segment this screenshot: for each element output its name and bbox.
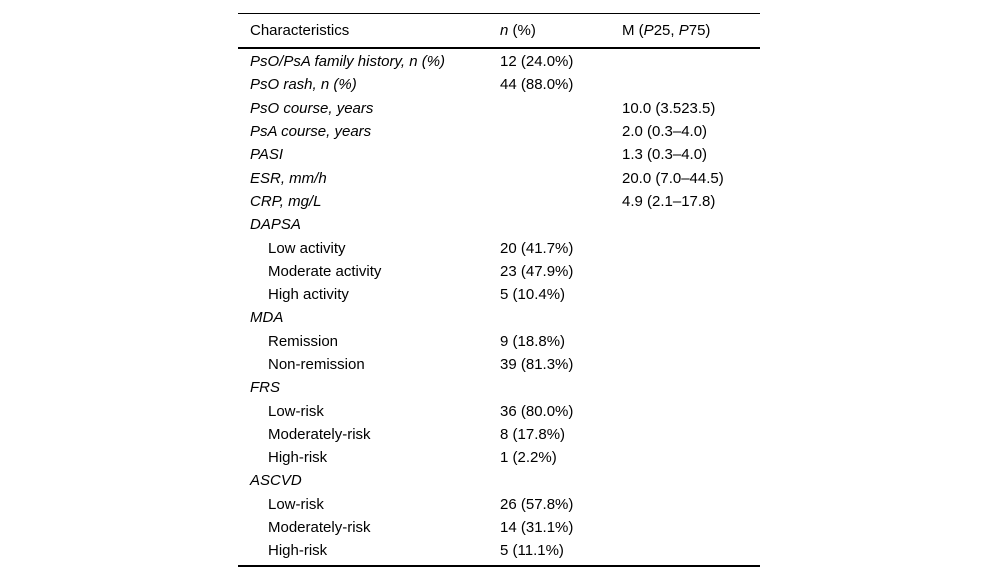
row-label: PsA course, years bbox=[250, 123, 372, 141]
header-text-segment: (%) bbox=[508, 22, 536, 39]
table-row: CRP, mg/L 4.9 (2.1–17.8) bbox=[238, 190, 760, 213]
header-text-segment: Characteristics bbox=[250, 22, 350, 39]
row-label: PsO/PsA family history, n (%) bbox=[250, 53, 446, 71]
n-percent-value: 12 (24.0%) bbox=[500, 53, 574, 71]
header-text-segment: 75) bbox=[688, 22, 711, 39]
characteristics-table: Characteristics n (%) M (P25, P75) PsO/P… bbox=[238, 13, 760, 567]
n-percent-value: 23 (47.9%) bbox=[500, 262, 574, 280]
row-label: CRP, mg/L bbox=[250, 192, 322, 210]
table-row: Moderately-risk 8 (17.8%) bbox=[238, 423, 760, 446]
row-label: Low-risk bbox=[268, 495, 324, 513]
row-label: DAPSA bbox=[250, 216, 301, 234]
header-text-segment: 25, bbox=[653, 22, 679, 39]
row-label: High-risk bbox=[268, 542, 328, 560]
table-row: High activity 5 (10.4%) bbox=[238, 283, 760, 306]
n-percent-value: 14 (31.1%) bbox=[500, 519, 574, 537]
row-label: PsO rash, n (%) bbox=[250, 76, 357, 94]
row-label: Moderately-risk bbox=[268, 519, 371, 537]
table-row: PsO rash, n (%) 44 (88.0%) bbox=[238, 73, 760, 96]
header-text-segment: M ( bbox=[622, 22, 644, 39]
n-percent-value: 39 (81.3%) bbox=[500, 356, 574, 373]
table-row: High-risk 1 (2.2%) bbox=[238, 446, 760, 469]
n-percent-value: 5 (11.1%) bbox=[500, 542, 564, 560]
header-text-segment: P bbox=[643, 22, 654, 39]
median-p25-p75-value: 1.3 (0.3–4.0) bbox=[622, 146, 708, 164]
row-label: Remission bbox=[268, 332, 339, 350]
header-characteristics: Characteristics bbox=[238, 22, 500, 39]
header-median-p25-p75: M (P25, P75) bbox=[622, 22, 760, 39]
row-label: Non-remission bbox=[268, 356, 365, 373]
row-label: Moderate activity bbox=[268, 262, 382, 280]
n-percent-value: 1 (2.2%) bbox=[500, 449, 557, 467]
row-label: MDA bbox=[250, 309, 284, 327]
table-body: PsO/PsA family history, n (%) 12 (24.0%) P… bbox=[238, 49, 760, 567]
table-row: Non-remission 39 (81.3%) bbox=[238, 353, 760, 376]
table-row: DAPSA bbox=[238, 213, 760, 236]
table-row: PASI 1.3 (0.3–4.0) bbox=[238, 143, 760, 166]
table-row: PsO course, years 10.0 (3.523.5) bbox=[238, 97, 760, 120]
n-percent-value: 20 (41.7%) bbox=[500, 239, 574, 257]
row-label: ASCVD bbox=[250, 472, 302, 490]
n-percent-value: 8 (17.8%) bbox=[500, 425, 566, 443]
median-p25-p75-value: 2.0 (0.3–4.0) bbox=[622, 123, 708, 141]
row-label: FRS bbox=[250, 379, 280, 397]
median-p25-p75-value: 4.9 (2.1–17.8) bbox=[622, 192, 716, 210]
row-label: PASI bbox=[250, 146, 284, 164]
n-percent-value: 9 (18.8%) bbox=[500, 332, 566, 350]
table-row: ESR, mm/h 20.0 (7.0–44.5) bbox=[238, 166, 760, 189]
table-row: Moderately-risk 14 (31.1%) bbox=[238, 516, 760, 539]
n-percent-value: 44 (88.0%) bbox=[500, 76, 574, 94]
median-p25-p75-value: 10.0 (3.523.5) bbox=[622, 99, 716, 117]
table-row: Moderate activity 23 (47.9%) bbox=[238, 260, 760, 283]
header-text-segment: n bbox=[500, 22, 509, 39]
table-row: Remission 9 (18.8%) bbox=[238, 330, 760, 353]
row-label: High-risk bbox=[268, 449, 328, 467]
row-label: PsO course, years bbox=[250, 99, 374, 117]
n-percent-value: 26 (57.8%) bbox=[500, 495, 574, 513]
row-label: Moderately-risk bbox=[268, 425, 371, 443]
table-row: Low-risk 36 (80.0%) bbox=[238, 399, 760, 422]
row-label: ESR, mm/h bbox=[250, 169, 327, 187]
n-percent-value: 5 (10.4%) bbox=[500, 286, 566, 304]
header-text-segment: P bbox=[678, 22, 689, 39]
header-n-percent: n (%) bbox=[500, 22, 622, 39]
table-row: Low-risk 26 (57.8%) bbox=[238, 493, 760, 516]
row-label: High activity bbox=[268, 286, 349, 304]
median-p25-p75-value: 20.0 (7.0–44.5) bbox=[622, 169, 724, 187]
table-row: Low activity 20 (41.7%) bbox=[238, 236, 760, 259]
table-header-row: Characteristics n (%) M (P25, P75) bbox=[238, 14, 760, 49]
table-row: PsO/PsA family history, n (%) 12 (24.0%) bbox=[238, 50, 760, 73]
table-row: ASCVD bbox=[238, 469, 760, 492]
row-label: Low activity bbox=[268, 239, 346, 257]
table-row: High-risk 5 (11.1%) bbox=[238, 539, 760, 562]
table-row: MDA bbox=[238, 306, 760, 329]
table-row: PsA course, years 2.0 (0.3–4.0) bbox=[238, 120, 760, 143]
n-percent-value: 36 (80.0%) bbox=[500, 402, 574, 420]
table-row: FRS bbox=[238, 376, 760, 399]
row-label: Low-risk bbox=[268, 402, 324, 420]
